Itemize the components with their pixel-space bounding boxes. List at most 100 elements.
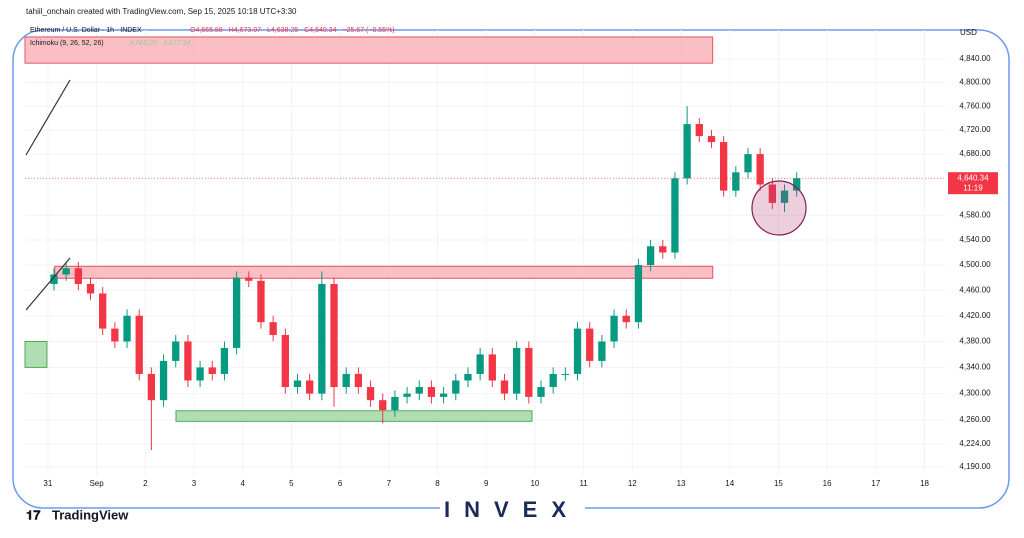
x-tick-label: 4: [240, 479, 245, 488]
y-tick-label: 4,840.00: [959, 54, 991, 63]
highlight-circle: [751, 180, 807, 236]
candle-body: [780, 190, 789, 203]
candle-body: [646, 246, 655, 266]
candle-body: [403, 393, 411, 397]
candle-body: [318, 283, 326, 394]
candle-body: [622, 315, 630, 323]
candle-body: [415, 387, 423, 394]
x-tick-label: 6: [338, 479, 343, 488]
candle-body: [525, 347, 533, 397]
countdown: 11:19: [963, 183, 983, 192]
y-tick-label: 4,580.00: [959, 210, 991, 219]
candle-body: [427, 387, 436, 397]
y-tick-label: 4,380.00: [959, 337, 991, 346]
candle-body: [74, 268, 82, 284]
candle-body: [464, 373, 472, 381]
brand: TradingView: [52, 507, 129, 522]
x-tick-label: 15: [774, 479, 783, 488]
y-tick-label: 4,420.00: [959, 311, 991, 320]
candle-body: [561, 373, 570, 375]
x-tick-label: 16: [823, 479, 832, 488]
candle-body: [379, 400, 387, 411]
x-tick-label: 31: [43, 479, 52, 488]
trend-line: [25, 79, 71, 156]
candle-body: [342, 373, 350, 388]
candle-body: [573, 328, 582, 374]
y-tick-label: 4,260.00: [959, 415, 991, 424]
candle-body: [598, 341, 606, 361]
candle-body: [172, 341, 180, 361]
candle-body: [707, 136, 716, 143]
symbol: Ethereum / U.S. Dollar · 1h · INDEX: [30, 27, 142, 34]
zone: [24, 340, 48, 368]
ohlc-value: C4,640.34: [304, 27, 336, 34]
brand-mark: 𝟏𝟕: [26, 507, 41, 522]
x-tick-label: 9: [484, 479, 489, 488]
candle-body: [719, 142, 728, 191]
y-tick-label: 4,500.00: [959, 260, 991, 269]
candle-body: [281, 335, 289, 388]
x-tick-label: 18: [920, 479, 929, 488]
ohlc-value: −25.67 (−0.55%): [342, 27, 394, 34]
y-tick-label: 4,190.00: [959, 462, 991, 471]
candle-body: [452, 380, 460, 394]
x-tick-label: 2: [143, 479, 148, 488]
currency: USD: [960, 28, 977, 37]
ohlc-value: H4,673.07: [229, 27, 261, 34]
candle-body: [111, 328, 119, 342]
candle-body: [123, 315, 131, 342]
x-tick-label: 11: [579, 479, 588, 488]
candle-body: [391, 396, 399, 411]
candle-body: [513, 347, 521, 394]
candle-body: [586, 328, 594, 361]
candle-body: [354, 373, 363, 388]
zone: [175, 410, 533, 422]
candle-body: [147, 373, 156, 401]
candle-body: [159, 360, 168, 401]
y-tick-label: 4,680.00: [959, 149, 991, 158]
x-tick-label: 5: [289, 479, 294, 488]
x-tick-label: 14: [725, 479, 734, 488]
credit: tahiil_onchain created with TradingView.…: [26, 7, 297, 16]
candle-body: [50, 274, 58, 284]
candle-body: [245, 277, 253, 281]
candle-body: [488, 354, 496, 381]
watermark: INVEX: [444, 497, 580, 522]
indicator-value: 4,672.34: [163, 40, 190, 47]
candle-body: [306, 380, 314, 394]
candle-body: [476, 354, 484, 374]
candle-body: [99, 293, 107, 329]
candle-body: [232, 277, 241, 348]
x-tick-label: 17: [871, 479, 880, 488]
candle-body: [549, 373, 557, 388]
y-tick-label: 4,800.00: [959, 78, 991, 87]
x-tick-label: 10: [530, 479, 539, 488]
candle-body: [793, 178, 801, 191]
candle-body: [184, 341, 192, 381]
ohlc-value: L4,638.25: [267, 27, 298, 34]
candle-body: [62, 268, 70, 275]
candle-body: [634, 265, 643, 323]
candle-body: [196, 367, 204, 381]
candle-body: [610, 315, 618, 342]
candle-body: [86, 283, 95, 294]
candle-body: [695, 124, 703, 137]
zone: [24, 36, 714, 64]
ohlc-value: O4,665.88: [190, 27, 223, 34]
plot-area: [24, 30, 945, 475]
y-tick-label: 4,460.00: [959, 285, 991, 294]
candle-body: [135, 315, 143, 374]
zone: [54, 265, 714, 279]
trend-line: [25, 257, 71, 311]
y-tick-label: 4,224.00: [959, 439, 991, 448]
x-tick-label: 13: [677, 479, 686, 488]
last-price-label: 4,640.34: [957, 173, 989, 182]
candle-body: [220, 347, 229, 374]
candle-body: [293, 380, 302, 388]
x-tick-label: 12: [628, 479, 637, 488]
candle-body: [330, 283, 338, 388]
candle-body: [744, 154, 752, 173]
last-price-box: [948, 172, 998, 195]
candle-body: [257, 280, 265, 323]
